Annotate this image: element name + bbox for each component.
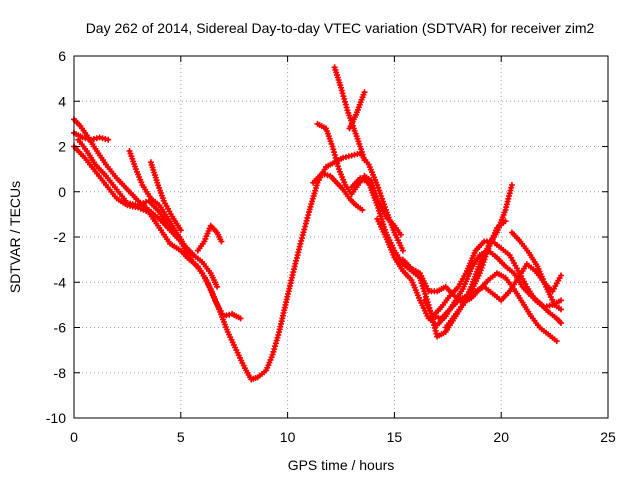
x-axis-label: GPS time / hours [288, 457, 395, 473]
y-axis-label: SDTVAR / TECUs [7, 181, 23, 293]
series-track-16 [421, 261, 564, 322]
y-tick-label: -10 [46, 410, 66, 426]
series-point-markers [508, 229, 564, 313]
x-tick-label: 5 [177, 429, 185, 445]
series-track-5 [126, 148, 221, 290]
x-tick-label: 20 [493, 429, 509, 445]
grid [74, 56, 608, 418]
series-track-10 [331, 64, 368, 164]
series-track-18 [508, 229, 564, 313]
series-point-markers [399, 256, 560, 345]
series-track-1 [71, 116, 406, 383]
series-point-markers [75, 136, 184, 243]
series-point-markers [421, 261, 564, 322]
x-tick-label: 0 [70, 429, 78, 445]
y-tick-label: -8 [54, 365, 67, 381]
y-tick-label: 4 [58, 93, 66, 109]
series-point-markers [346, 89, 368, 132]
series-point-markers [147, 159, 184, 234]
x-tick-label: 25 [600, 429, 616, 445]
series-point-markers [194, 222, 225, 254]
series-group [71, 64, 564, 383]
series-point-markers [310, 170, 366, 213]
series-track-11 [346, 89, 368, 132]
chart-title: Day 262 of 2014, Sidereal Day-to-day VTE… [86, 20, 595, 36]
series-point-markers [442, 218, 509, 331]
y-tick-label: -6 [54, 320, 67, 336]
series-point-markers [71, 116, 406, 383]
y-tick-label: -2 [54, 229, 67, 245]
y-tick-label: -4 [54, 274, 67, 290]
x-tick-label: 10 [280, 429, 296, 445]
series-point-markers [331, 64, 368, 164]
y-tick-label: 6 [58, 48, 66, 64]
x-tick-label: 15 [387, 429, 403, 445]
series-track-7 [194, 222, 225, 254]
series-track-17 [442, 218, 509, 331]
y-tick-label: 2 [58, 139, 66, 155]
series-track-8 [310, 170, 366, 213]
series-point-markers [126, 148, 221, 290]
axis-ticks: 0 5 10 15 20 25 -10 -8 -6 -4 -2 0 2 4 6 [46, 48, 616, 445]
series-track-4 [75, 136, 184, 243]
y-tick-label: 0 [58, 184, 66, 200]
series-line [72, 117, 405, 382]
series-track-6 [147, 159, 184, 234]
series-track-2 [71, 129, 112, 143]
